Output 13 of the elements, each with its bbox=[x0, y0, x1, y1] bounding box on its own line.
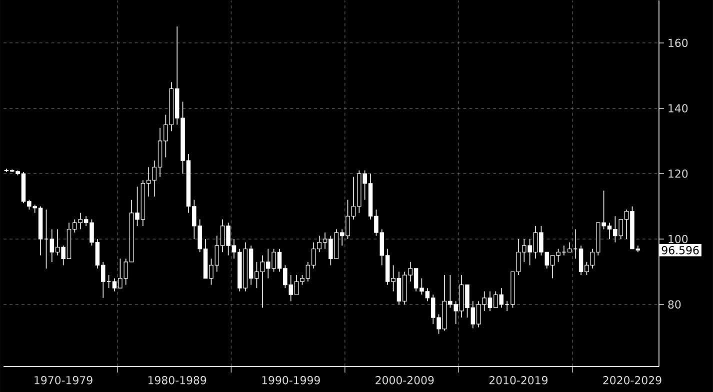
x-tick-label: 1990-1999 bbox=[262, 376, 320, 384]
y-tick-label: 80 bbox=[668, 300, 681, 308]
x-tick-label: 2020-2029 bbox=[603, 376, 662, 384]
text: 96.596 bbox=[662, 246, 699, 254]
x-tick-label: 1970-1979 bbox=[34, 376, 92, 384]
candlestick bbox=[44, 209, 48, 269]
x-tick-label: 2000-2009 bbox=[376, 376, 434, 384]
x-tick-label: 2010-2019 bbox=[489, 376, 548, 384]
x-tick-label: 1980-1989 bbox=[148, 376, 206, 384]
y-tick-label: 140 bbox=[668, 104, 688, 112]
y-tick-label: 100 bbox=[668, 234, 688, 243]
y-tick-label: 120 bbox=[668, 169, 688, 178]
y-tick-label: 160 bbox=[668, 38, 688, 47]
